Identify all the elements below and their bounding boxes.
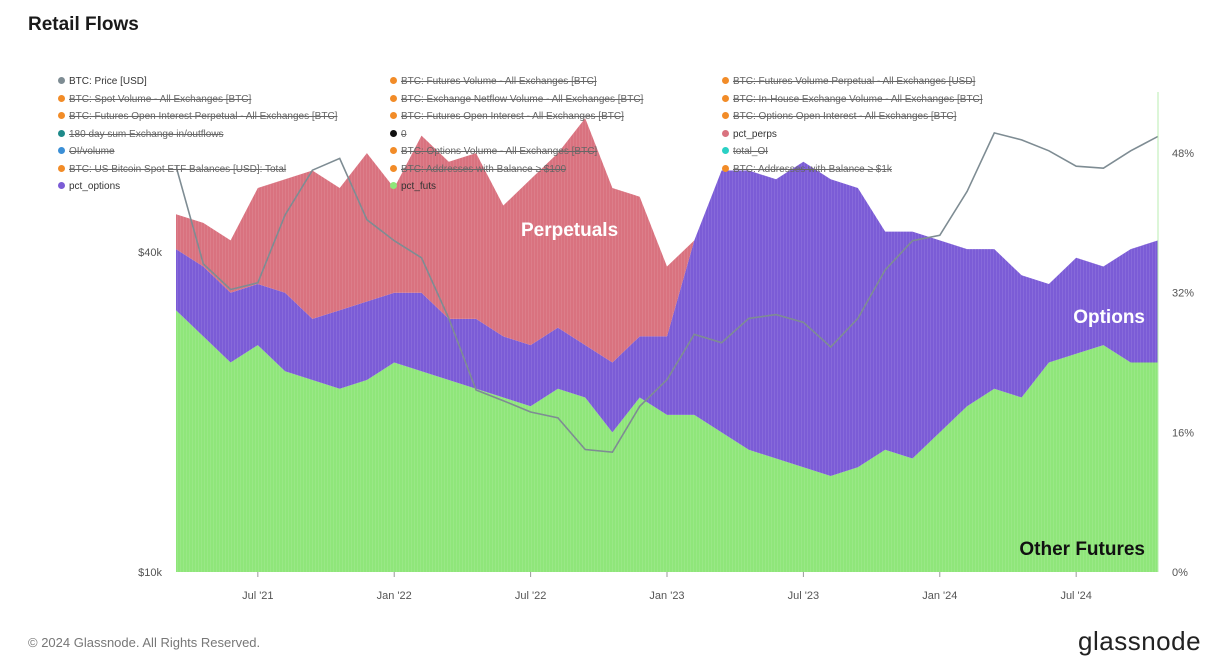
legend-item[interactable]: BTC: In-House Exchange Volume - All Exch… <box>722 93 983 107</box>
legend-dot-icon <box>722 164 729 172</box>
legend-dot-icon <box>58 182 65 189</box>
legend-label: BTC: Exchange Netflow Volume - All Excha… <box>401 93 644 105</box>
legend-dot-icon <box>390 94 397 102</box>
legend-dot-icon <box>58 164 65 172</box>
legend-label: BTC: Futures Open Interest - All Exchang… <box>401 111 624 122</box>
legend-item[interactable]: BTC: Futures Open Interest Perpetual - A… <box>58 110 337 124</box>
legend-dot-icon <box>58 129 65 137</box>
legend-label: BTC: Options Volume - All Exchanges [BTC… <box>401 146 598 157</box>
legend-label: 180 day sum Exchange in/outflows <box>69 128 224 140</box>
chart-title: Retail Flows <box>28 14 139 35</box>
bar-texture <box>176 92 1158 572</box>
legend-dot-icon <box>390 182 397 189</box>
legend-label: BTC: Spot Volume - All Exchanges [BTC] <box>69 93 252 105</box>
legend-label: BTC: In-House Exchange Volume - All Exch… <box>733 93 983 105</box>
x-tick-label: Jul '24 <box>1060 590 1091 602</box>
legend-item[interactable]: BTC: Options Open Interest - All Exchang… <box>722 110 956 124</box>
x-tick-label: Jan '24 <box>922 590 957 602</box>
legend-label: BTC: Addresses with Balance ≥ $100 <box>401 163 567 175</box>
legend-label: total_OI <box>733 146 769 157</box>
legend-item[interactable]: OI/volume <box>58 145 115 159</box>
right-tick-label: 0% <box>1172 567 1188 579</box>
legend-dot-icon <box>390 112 397 119</box>
legend-label: BTC: Futures Volume - All Exchanges [BTC… <box>401 76 597 87</box>
legend-item[interactable]: BTC: Addresses with Balance ≥ $100 <box>390 163 566 177</box>
legend-dot-icon <box>722 77 729 84</box>
right-tick-label: 32% <box>1172 288 1194 300</box>
series-annotation: Options <box>1073 307 1145 328</box>
legend-item[interactable]: pct_perps <box>722 128 777 142</box>
legend-label: BTC: Futures Volume Perpetual - All Exch… <box>733 76 976 87</box>
brand-logo: glassnode <box>1078 626 1202 656</box>
legend-item[interactable]: BTC: Addresses with Balance ≥ $1k <box>722 163 892 177</box>
legend-dot-icon <box>722 94 729 102</box>
legend-label: 0 <box>401 128 407 140</box>
legend-dot-icon <box>722 129 729 137</box>
copyright: © 2024 Glassnode. All Rights Reserved. <box>28 635 261 650</box>
legend-item[interactable]: BTC: Spot Volume - All Exchanges [BTC] <box>58 93 251 107</box>
btc-price-line <box>176 131 1158 454</box>
legend-dot-icon <box>390 77 397 84</box>
legend-label: BTC: Addresses with Balance ≥ $1k <box>733 163 892 175</box>
legend-dot-icon <box>58 77 65 84</box>
legend-label: BTC: Price [USD] <box>69 76 147 87</box>
legend-dot-icon <box>390 129 397 137</box>
legend-dot-icon <box>58 94 65 102</box>
legend-dot-icon <box>58 112 65 119</box>
legend-dot-icon <box>722 112 729 119</box>
legend-item[interactable]: BTC: Futures Volume Perpetual - All Exch… <box>722 75 975 89</box>
legend-item[interactable]: 0 <box>390 128 407 142</box>
legend-item[interactable]: pct_options <box>58 180 120 194</box>
right-tick-label: 16% <box>1172 427 1194 439</box>
legend-label: pct_perps <box>733 128 777 140</box>
x-tick-label: Jan '23 <box>649 590 684 602</box>
left-tick-label: $10k <box>138 567 162 579</box>
series-annotation: Perpetuals <box>521 220 618 241</box>
x-tick-label: Jul '23 <box>788 590 819 602</box>
legend-item[interactable]: BTC: Futures Volume - All Exchanges [BTC… <box>390 75 597 89</box>
chart-legend: BTC: Price [USD] BTC: Futures Volume - Al… <box>58 75 1058 200</box>
legend-dot-icon <box>390 164 397 172</box>
right-tick-label: 48% <box>1172 148 1194 160</box>
x-tick-label: Jan '22 <box>377 590 412 602</box>
legend-item[interactable]: BTC: Exchange Netflow Volume - All Excha… <box>390 93 643 107</box>
x-tick-label: Jul '22 <box>515 590 546 602</box>
legend-item[interactable]: BTC: US Bitcoin Spot ETF Balances [USD]:… <box>58 163 286 177</box>
legend-item[interactable]: BTC: Price [USD] <box>58 75 147 89</box>
left-tick-label: $40k <box>138 247 162 259</box>
legend-dot-icon <box>390 147 397 154</box>
legend-label: BTC: US Bitcoin Spot ETF Balances [USD]:… <box>69 163 287 175</box>
legend-item[interactable]: 180 day sum Exchange in/outflows <box>58 128 224 142</box>
legend-label: BTC: Futures Open Interest Perpetual - A… <box>69 111 338 122</box>
legend-item[interactable]: BTC: Options Volume - All Exchanges [BTC… <box>390 145 597 159</box>
legend-label: OI/volume <box>69 146 115 157</box>
legend-item[interactable]: pct_futs <box>390 180 436 194</box>
legend-dot-icon <box>58 147 65 154</box>
legend-label: pct_options <box>69 181 121 192</box>
x-tick-label: Jul '21 <box>242 590 273 602</box>
series-annotation: Other Futures <box>1019 539 1145 560</box>
legend-item[interactable]: BTC: Futures Open Interest - All Exchang… <box>390 110 624 124</box>
legend-dot-icon <box>722 147 729 154</box>
legend-label: BTC: Options Open Interest - All Exchang… <box>733 111 957 122</box>
legend-item[interactable]: total_OI <box>722 145 768 159</box>
legend-label: pct_futs <box>401 181 437 192</box>
